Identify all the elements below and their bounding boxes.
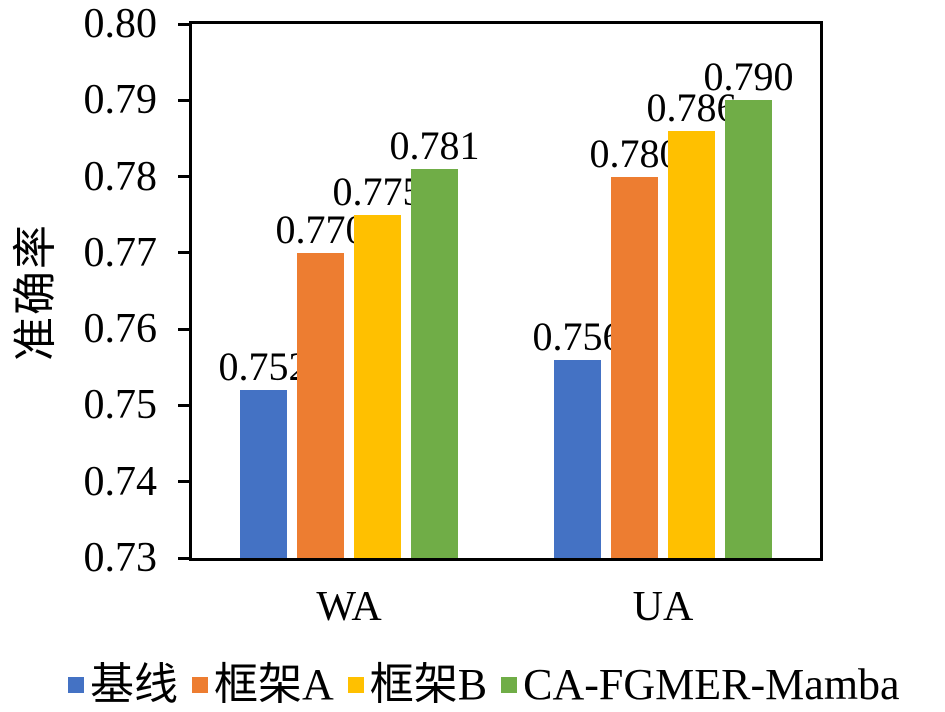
y-axis-tick-label: 0.80	[83, 1, 158, 47]
legend-item-3: CA-FGMER-Mamba	[501, 660, 900, 709]
y-axis-tick	[178, 480, 189, 484]
bar-value-label-ua-series-0: 0.756	[532, 313, 623, 359]
y-axis-tick-label: 0.79	[83, 77, 158, 124]
legend-label: 基线	[90, 660, 178, 709]
x-axis-category-label-wa: WA	[316, 584, 382, 630]
legend-item-0: 基线	[68, 663, 178, 707]
legend-swatch-icon	[501, 677, 518, 693]
y-axis-tick-label: 0.76	[83, 306, 158, 353]
bar-value-label-wa-series-3: 0.781	[389, 122, 480, 168]
bar-ua-series-0	[554, 359, 601, 558]
plot-area: 0.80 0.79 0.78 0.77 0.76 0.75 0.74 0.73 WA 0.752 0…	[84, 3, 823, 628]
bar-wa-series-1	[297, 252, 344, 558]
y-axis-tick-label: 0.78	[83, 153, 158, 200]
y-axis-tick-label: 0.75	[83, 382, 158, 429]
legend-label: CA-FGMER-Mamba	[523, 660, 900, 709]
legend-label: 框架A	[214, 660, 334, 709]
y-axis-tick-label: 0.74	[83, 458, 158, 505]
legend: 基线 框架A 框架B CA-FGMER-Mamba	[68, 660, 900, 710]
bar-value-label-wa-series-0: 0.752	[218, 344, 309, 390]
bar-wa-series-2	[354, 214, 401, 558]
y-axis-tick	[178, 403, 189, 407]
bar-ua-series-1	[611, 176, 658, 558]
y-axis-tick	[178, 98, 189, 102]
y-axis-tick	[178, 251, 189, 255]
legend-swatch-icon	[192, 677, 208, 693]
bar-value-label-ua-series-2: 0.786	[646, 84, 737, 130]
bar-ua-series-2	[668, 130, 715, 558]
x-axis-category-label-ua: UA	[632, 584, 694, 630]
bar-ua-series-3	[725, 100, 772, 558]
bar-value-label-ua-series-3: 0.790	[703, 54, 794, 100]
legend-swatch-icon	[347, 677, 364, 693]
y-axis-tick	[178, 556, 189, 560]
y-axis-tick-label: 0.73	[83, 535, 158, 581]
bar-wa-series-3	[411, 168, 458, 558]
bar-value-label-wa-series-1: 0.770	[275, 206, 366, 252]
legend-item-1: 框架A	[192, 663, 334, 707]
y-axis-tick-label: 0.77	[83, 229, 158, 276]
bar-value-label-wa-series-2: 0.775	[332, 168, 423, 214]
legend-item-2: 框架B	[347, 660, 488, 709]
y-axis-tick	[178, 327, 189, 331]
y-axis-tick	[178, 175, 189, 179]
legend-swatch-icon	[68, 677, 84, 693]
bar-value-label-ua-series-1: 0.780	[589, 130, 680, 176]
y-axis-tick	[178, 22, 189, 26]
legend-label: 框架B	[369, 660, 488, 709]
bar-wa-series-0	[240, 390, 287, 558]
